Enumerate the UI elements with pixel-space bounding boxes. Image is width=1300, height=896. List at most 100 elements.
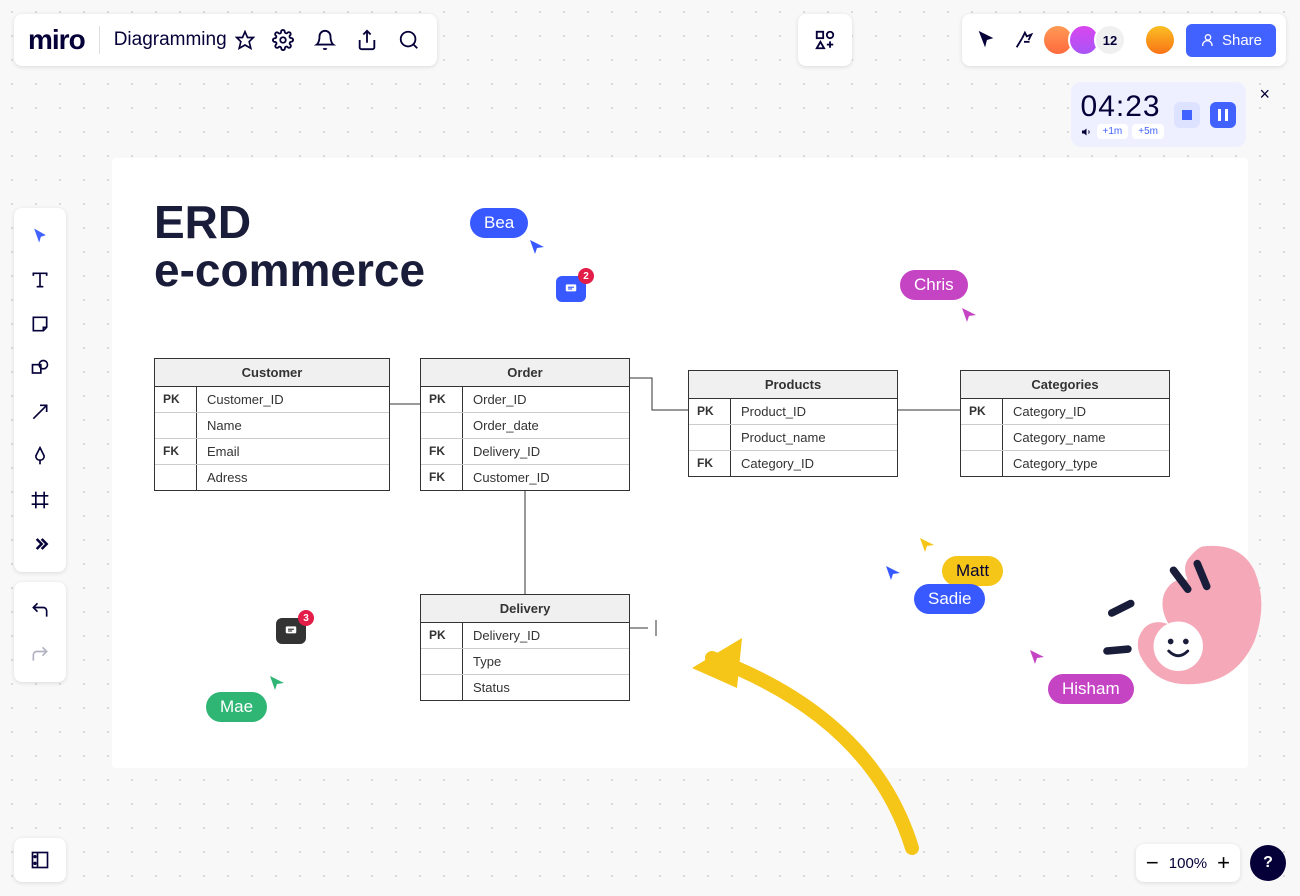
entity-title: Order bbox=[421, 359, 629, 387]
sticky-note-tool[interactable] bbox=[14, 302, 66, 346]
board-name[interactable]: Diagramming bbox=[114, 29, 255, 51]
cursor-pointer-sadie bbox=[884, 564, 902, 582]
divider bbox=[99, 26, 100, 54]
key-cell: PK bbox=[421, 623, 463, 648]
key-cell bbox=[689, 425, 731, 450]
field-cell: Delivery_ID bbox=[463, 439, 629, 464]
current-user-avatar[interactable] bbox=[1144, 24, 1176, 56]
entity-row: Order_date bbox=[421, 413, 629, 439]
entity-row: PKDelivery_ID bbox=[421, 623, 629, 649]
zoom-out-button[interactable]: − bbox=[1146, 850, 1159, 876]
key-cell: FK bbox=[421, 465, 463, 490]
more-tools[interactable] bbox=[14, 522, 66, 566]
entity-order[interactable]: OrderPKOrder_IDOrder_dateFKDelivery_IDFK… bbox=[420, 358, 630, 491]
timer-panel: 04:23 +1m +5m bbox=[1071, 82, 1246, 147]
key-cell bbox=[421, 649, 463, 674]
entity-row: FKDelivery_ID bbox=[421, 439, 629, 465]
comment-bubble[interactable]: 2 bbox=[556, 276, 586, 302]
export-icon[interactable] bbox=[353, 26, 381, 54]
canvas-frame[interactable]: ERD e-commerce CustomerPKCustomer_IDName… bbox=[112, 158, 1248, 768]
entity-row: PKCustomer_ID bbox=[155, 387, 389, 413]
apps-button[interactable] bbox=[798, 14, 852, 66]
entity-categories[interactable]: CategoriesPKCategory_IDCategory_nameCate… bbox=[960, 370, 1170, 477]
text-tool[interactable] bbox=[14, 258, 66, 302]
frames-panel-button[interactable] bbox=[14, 838, 66, 882]
key-cell bbox=[421, 413, 463, 438]
top-right-toolbar: 12 Share bbox=[962, 14, 1286, 66]
timer-stop-button[interactable] bbox=[1174, 102, 1200, 128]
entity-title: Customer bbox=[155, 359, 389, 387]
frames-icon bbox=[30, 850, 50, 870]
field-cell: Customer_ID bbox=[463, 465, 629, 490]
zoom-value[interactable]: 100% bbox=[1169, 855, 1207, 872]
entity-row: Category_type bbox=[961, 451, 1169, 476]
key-cell: PK bbox=[689, 399, 731, 424]
cursor-pointer-chris bbox=[960, 306, 978, 324]
bottom-right-controls: − 100% + ? bbox=[1136, 844, 1286, 882]
zoom-in-button[interactable]: + bbox=[1217, 850, 1230, 876]
key-cell: PK bbox=[155, 387, 197, 412]
cursor-pointer-matt bbox=[918, 536, 936, 554]
entity-products[interactable]: ProductsPKProduct_IDProduct_nameFKCatego… bbox=[688, 370, 898, 477]
entity-row: FKCustomer_ID bbox=[421, 465, 629, 490]
field-cell: Email bbox=[197, 439, 389, 464]
key-cell bbox=[421, 675, 463, 700]
pen-tool[interactable] bbox=[14, 434, 66, 478]
entity-row: Category_name bbox=[961, 425, 1169, 451]
field-cell: Category_ID bbox=[731, 451, 897, 476]
collaborator-avatars[interactable]: 12 bbox=[1048, 24, 1126, 56]
redo-button[interactable] bbox=[14, 632, 66, 676]
cursor-tool-icon[interactable] bbox=[972, 26, 1000, 54]
frame-tool[interactable] bbox=[14, 478, 66, 522]
entity-row: Status bbox=[421, 675, 629, 700]
person-icon bbox=[1200, 32, 1216, 48]
sound-icon[interactable] bbox=[1081, 126, 1093, 138]
cursor-pointer-hisham bbox=[1028, 648, 1046, 666]
board-name-label: Diagramming bbox=[114, 29, 227, 51]
miro-logo[interactable]: miro bbox=[28, 24, 85, 56]
entity-title: Delivery bbox=[421, 595, 629, 623]
entity-row: Name bbox=[155, 413, 389, 439]
arrow-tool[interactable] bbox=[14, 390, 66, 434]
settings-icon[interactable] bbox=[269, 26, 297, 54]
key-cell: PK bbox=[421, 387, 463, 412]
entity-delivery[interactable]: DeliveryPKDelivery_IDTypeStatus bbox=[420, 594, 630, 701]
diagram-title: ERD e-commerce bbox=[154, 198, 425, 295]
entity-title: Categories bbox=[961, 371, 1169, 399]
field-cell: Category_ID bbox=[1003, 399, 1169, 424]
field-cell: Product_ID bbox=[731, 399, 897, 424]
entity-row: Adress bbox=[155, 465, 389, 490]
share-button[interactable]: Share bbox=[1186, 24, 1276, 57]
star-icon[interactable] bbox=[235, 30, 255, 50]
avatar-overflow-count[interactable]: 12 bbox=[1094, 24, 1126, 56]
entity-row: PKOrder_ID bbox=[421, 387, 629, 413]
title-line-2: e-commerce bbox=[154, 246, 425, 294]
key-cell: FK bbox=[421, 439, 463, 464]
search-icon[interactable] bbox=[395, 26, 423, 54]
timer-add-1m[interactable]: +1m bbox=[1097, 124, 1129, 139]
reactions-icon[interactable] bbox=[1010, 26, 1038, 54]
undo-button[interactable] bbox=[14, 588, 66, 632]
key-cell bbox=[155, 465, 197, 490]
timer-pause-button[interactable] bbox=[1210, 102, 1236, 128]
timer-add-5m[interactable]: +5m bbox=[1132, 124, 1164, 139]
timer-close-button[interactable]: × bbox=[1259, 84, 1270, 105]
field-cell: Type bbox=[463, 649, 629, 674]
field-cell: Delivery_ID bbox=[463, 623, 629, 648]
key-cell bbox=[961, 451, 1003, 476]
top-left-toolbar: miro Diagramming bbox=[14, 14, 437, 66]
bell-icon[interactable] bbox=[311, 26, 339, 54]
shape-tool[interactable] bbox=[14, 346, 66, 390]
field-cell: Name bbox=[197, 413, 389, 438]
key-cell bbox=[961, 425, 1003, 450]
comment-bubble[interactable]: 3 bbox=[276, 618, 306, 644]
help-button[interactable]: ? bbox=[1250, 845, 1286, 881]
entity-customer[interactable]: CustomerPKCustomer_IDNameFKEmailAdress bbox=[154, 358, 390, 491]
field-cell: Category_name bbox=[1003, 425, 1169, 450]
key-cell: PK bbox=[961, 399, 1003, 424]
cursor-label-chris: Chris bbox=[900, 270, 968, 300]
select-tool[interactable] bbox=[14, 214, 66, 258]
cursor-label-bea: Bea bbox=[470, 208, 528, 238]
field-cell: Status bbox=[463, 675, 629, 700]
field-cell: Adress bbox=[197, 465, 389, 490]
